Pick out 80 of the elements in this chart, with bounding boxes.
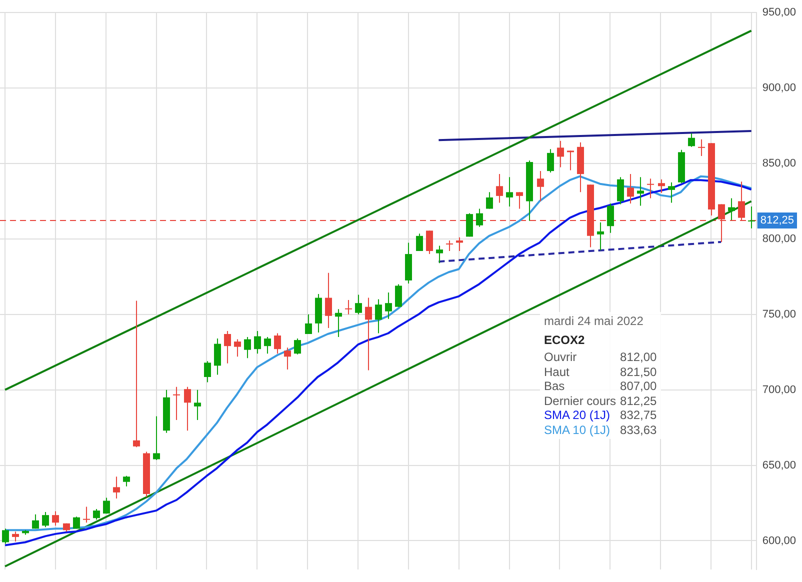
text: Bas 807,00 [544, 379, 657, 393]
candlestick [335, 308, 342, 338]
y-tick-label: 700,00 [762, 384, 796, 396]
candlestick [647, 178, 654, 199]
candlestick [204, 360, 211, 383]
y-tick-label: 900,00 [762, 82, 796, 94]
y-tick-label: 650,00 [762, 459, 796, 472]
candlestick [123, 475, 130, 487]
candlestick [476, 208, 483, 228]
candlestick [113, 476, 120, 499]
text: Haut 821,50 [544, 364, 657, 378]
candlestick [274, 332, 281, 354]
y-tick-label: 950,00 [762, 6, 796, 19]
candlestick [658, 178, 665, 194]
candlestick [466, 212, 473, 238]
candlestick [728, 198, 735, 221]
candlestick [436, 245, 443, 264]
candlestick [133, 300, 140, 448]
candlestick [103, 497, 110, 514]
candlestick [52, 510, 59, 526]
candlestick [234, 338, 241, 358]
candlestick [537, 170, 544, 202]
candlestick [375, 298, 382, 334]
candlestick [325, 272, 332, 328]
candlestick [184, 386, 191, 432]
candlestick [83, 506, 90, 524]
candlestick [42, 512, 49, 528]
annotation: 833,63 [620, 422, 657, 437]
candlestick [547, 148, 554, 174]
annotation: ECOX2 [544, 332, 586, 347]
candlestick [284, 347, 291, 370]
candlestick [416, 233, 423, 252]
ref-line-label: 812,25 [760, 214, 794, 226]
candlestick [516, 192, 523, 210]
candlestick [567, 150, 574, 171]
y-tick-label: 800,00 [762, 232, 796, 245]
text: SMA 20 (1J) [544, 408, 610, 422]
candlestick [2, 528, 9, 544]
candlestick [395, 284, 402, 308]
candlestick [214, 338, 221, 376]
candlestick [637, 176, 644, 206]
candlestick [12, 531, 19, 542]
candlestick [224, 330, 231, 364]
candlestick [153, 416, 160, 460]
candlestick [194, 389, 201, 421]
candlestick [668, 182, 675, 204]
candlestick [748, 206, 755, 229]
candlestick [294, 338, 301, 355]
y-tick-label: 850,00 [762, 158, 796, 170]
candlestick [446, 240, 453, 252]
candlestick [355, 294, 362, 315]
candlestick [264, 336, 271, 354]
candlestick [385, 292, 392, 320]
candlestick [305, 314, 312, 335]
candlestick [73, 516, 80, 530]
candlestick [32, 514, 39, 530]
candlestick [597, 222, 604, 251]
candlestick [617, 176, 624, 205]
text: Ouvrir 812,00 [544, 350, 657, 364]
annotation: 832,75 [620, 408, 657, 422]
candlestick [486, 192, 493, 210]
annotation: mardi 24 mai 2022 [544, 314, 644, 328]
candlestick [688, 132, 695, 148]
candlestick [173, 386, 180, 421]
candlestick [496, 174, 503, 204]
candlestick [627, 174, 634, 204]
y-tick-label: 750,00 [762, 308, 796, 320]
candlestick [426, 230, 433, 255]
candlestick [254, 330, 261, 354]
candlestick [698, 138, 705, 156]
candlestick [244, 336, 251, 359]
candlestick [93, 508, 100, 520]
text: SMA 10 (1J) [544, 422, 610, 437]
candlestick [557, 140, 564, 168]
candlestick [607, 202, 614, 234]
candlestick [365, 297, 372, 371]
candlestick [506, 176, 513, 207]
annotation: Dernier cours 812,25 [544, 394, 657, 408]
candlestick [345, 300, 352, 315]
y-tick-label: 600,00 [762, 534, 796, 547]
